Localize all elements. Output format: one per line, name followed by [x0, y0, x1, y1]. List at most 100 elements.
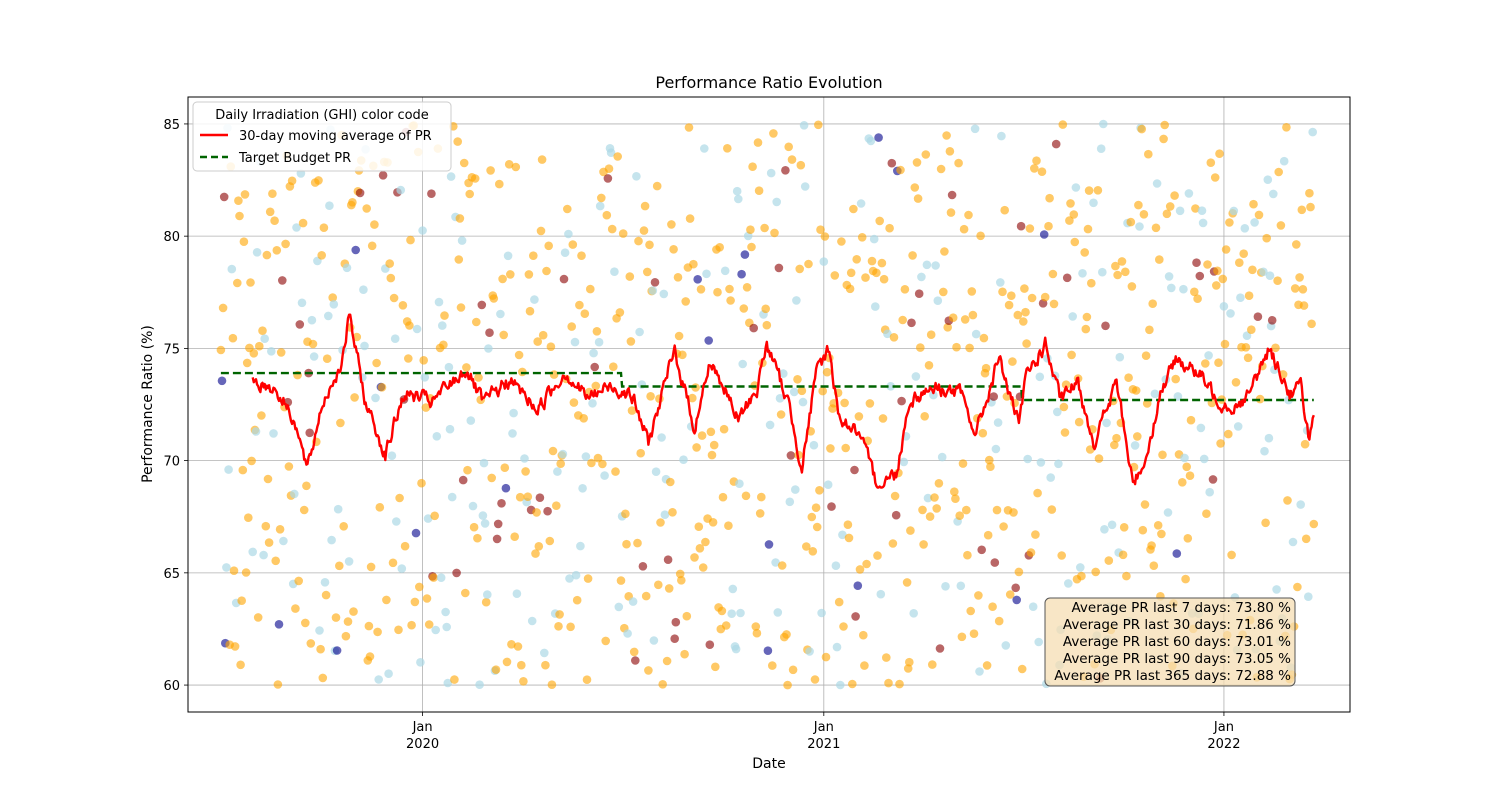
daily-pr-point	[525, 306, 535, 316]
daily-pr-point	[407, 620, 416, 630]
daily-pr-point	[955, 511, 964, 520]
daily-pr-point	[1140, 500, 1150, 509]
daily-pr-point	[400, 541, 410, 551]
daily-pr-point	[959, 224, 969, 234]
daily-pr-point	[1295, 273, 1304, 282]
daily-pr-point	[1307, 319, 1316, 329]
daily-pr-point	[1117, 257, 1127, 266]
daily-pr-point	[1276, 221, 1286, 230]
daily-pr-point	[1297, 205, 1307, 215]
daily-pr-point	[317, 251, 327, 260]
daily-pr-point	[355, 188, 365, 198]
daily-pr-point	[566, 622, 575, 632]
stats-box: Average PR last 7 days: 73.80 % Average …	[1044, 597, 1296, 687]
daily-pr-point	[648, 286, 658, 295]
daily-pr-point	[290, 489, 299, 499]
daily-pr-point	[1004, 300, 1014, 310]
daily-pr-point	[552, 501, 561, 511]
daily-pr-point	[307, 315, 317, 325]
daily-pr-point	[306, 639, 316, 648]
daily-pr-point	[694, 522, 704, 531]
daily-pr-point	[1032, 156, 1041, 165]
daily-pr-point	[974, 591, 983, 600]
daily-pr-point	[284, 462, 294, 471]
daily-pr-point	[495, 179, 504, 189]
daily-pr-point	[542, 266, 551, 276]
daily-pr-point	[1068, 312, 1077, 321]
daily-pr-point	[810, 675, 820, 684]
daily-pr-point	[1199, 454, 1209, 464]
daily-pr-point	[483, 590, 492, 599]
daily-pr-point	[308, 339, 318, 349]
daily-pr-point	[565, 574, 574, 583]
daily-pr-point	[445, 424, 455, 434]
daily-pr-point	[1224, 429, 1233, 439]
daily-pr-point	[1124, 373, 1133, 383]
daily-pr-point	[491, 665, 501, 674]
daily-pr-point	[618, 229, 628, 238]
daily-pr-point	[233, 278, 242, 288]
daily-pr-point	[509, 408, 518, 418]
daily-pr-point	[888, 539, 898, 548]
daily-pr-point	[1271, 343, 1280, 353]
daily-pr-point	[911, 372, 921, 381]
daily-pr-point	[1027, 293, 1037, 303]
daily-pr-point	[1220, 339, 1230, 349]
daily-pr-point	[1025, 224, 1035, 233]
daily-pr-point	[322, 354, 332, 364]
daily-pr-point	[578, 484, 587, 493]
daily-pr-point	[941, 582, 950, 591]
daily-pr-point	[1135, 222, 1144, 231]
daily-pr-point	[520, 454, 529, 463]
daily-pr-point	[945, 147, 955, 156]
daily-pr-point	[644, 666, 653, 675]
daily-pr-point	[685, 214, 695, 223]
daily-pr-point	[235, 211, 244, 221]
daily-pr-point	[830, 271, 840, 280]
daily-pr-point	[657, 433, 666, 442]
daily-pr-point	[572, 595, 582, 605]
daily-pr-point	[441, 607, 450, 617]
daily-pr-point	[398, 301, 408, 310]
daily-pr-point	[1158, 450, 1167, 460]
daily-pr-point	[640, 201, 650, 211]
daily-pr-point	[442, 622, 452, 632]
daily-pr-point	[1138, 525, 1148, 535]
daily-pr-point	[1133, 432, 1142, 441]
daily-pr-point	[1226, 309, 1235, 318]
daily-pr-point	[928, 660, 937, 669]
daily-pr-point	[766, 168, 776, 178]
daily-pr-point	[521, 467, 530, 476]
daily-pr-point	[884, 678, 893, 688]
daily-pr-point	[543, 506, 552, 516]
daily-pr-point	[697, 431, 707, 440]
daily-pr-point	[302, 481, 311, 491]
daily-pr-point	[746, 225, 755, 234]
daily-pr-point	[933, 296, 943, 306]
daily-pr-point	[265, 207, 275, 217]
daily-pr-point	[981, 363, 991, 373]
daily-pr-point	[837, 237, 846, 246]
daily-pr-point	[1212, 281, 1221, 290]
daily-pr-point	[936, 164, 946, 174]
daily-pr-point	[954, 158, 963, 168]
daily-pr-point	[922, 260, 932, 270]
daily-pr-point	[1299, 301, 1309, 310]
daily-pr-point	[1179, 284, 1188, 294]
daily-pr-point	[1044, 221, 1053, 231]
daily-pr-point	[994, 616, 1004, 626]
x-axis-title: Date	[752, 756, 785, 772]
daily-pr-point	[1239, 249, 1248, 258]
daily-pr-point	[1208, 475, 1218, 484]
daily-pr-point	[924, 361, 934, 370]
stat-365-days: Average PR last 365 days: 72.88 %	[1054, 668, 1291, 684]
daily-pr-point	[883, 329, 892, 339]
daily-pr-point	[720, 266, 730, 276]
daily-pr-point	[582, 675, 592, 684]
daily-pr-point	[594, 337, 604, 347]
daily-pr-point	[319, 223, 329, 232]
daily-pr-point	[1160, 120, 1169, 130]
daily-pr-point	[708, 518, 718, 527]
daily-pr-point	[1119, 523, 1129, 532]
daily-pr-point	[751, 622, 761, 631]
